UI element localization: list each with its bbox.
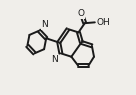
Text: N: N: [52, 55, 58, 65]
Text: OH: OH: [97, 18, 111, 27]
Text: O: O: [78, 10, 85, 18]
Text: N: N: [41, 20, 48, 29]
